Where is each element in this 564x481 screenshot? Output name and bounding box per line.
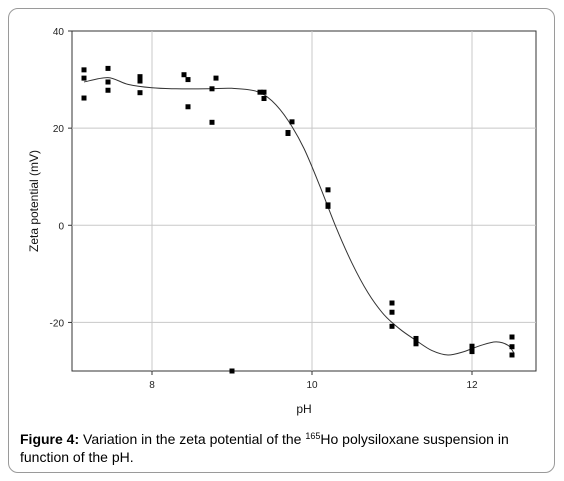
data-point [469,349,475,355]
data-point [105,79,111,85]
x-tick-label: 12 [466,380,478,391]
grid-lines [72,31,536,371]
zeta-potential-chart: 8 10 12 -20 0 20 40 pH Zeta potential (mV) [27,27,537,416]
data-point [185,77,191,83]
data-points [81,65,515,374]
data-point [389,323,395,329]
data-point [413,335,419,341]
data-point [209,119,215,125]
x-tick-label: 10 [306,380,318,391]
data-point [261,89,267,95]
caption-label: Figure 4: [20,431,80,447]
data-point [285,130,291,136]
data-point [213,75,219,81]
data-point [325,187,331,193]
data-point [81,95,87,101]
data-point [209,86,215,92]
data-point [509,334,515,340]
data-point [105,87,111,93]
data-point [185,104,191,110]
y-axis-title: Zeta potential (mV) [27,150,41,252]
data-point [229,368,235,374]
data-point [137,90,143,96]
data-point [81,75,87,81]
data-point [469,343,475,349]
data-point [81,67,87,73]
figure-caption: Figure 4: Variation in the zeta potentia… [20,430,550,466]
y-tick-label: 20 [53,124,65,135]
data-point [509,352,515,358]
data-point [261,96,267,102]
fit-curve [83,77,515,356]
x-tick-label: 8 [149,380,155,391]
data-point [389,309,395,315]
x-axis-title: pH [296,402,311,416]
data-point [509,344,515,350]
caption-text-after: Ho polysiloxane suspension in function o… [20,431,509,465]
data-point [389,300,395,306]
caption-text-before: Variation in the zeta potential of the [79,431,306,447]
data-point [257,89,263,95]
data-point [413,341,419,347]
y-tick-label: -20 [50,318,65,329]
data-point [325,203,331,209]
y-tick-label: 40 [53,27,65,38]
data-point [105,65,111,71]
y-tick-label: 0 [58,221,64,232]
data-point [181,72,187,78]
axis-ticks: 8 10 12 -20 0 20 40 [50,27,478,391]
caption-isotope-mass: 165 [305,431,321,441]
data-point [137,74,143,80]
data-point [137,78,143,84]
data-point [289,119,295,125]
